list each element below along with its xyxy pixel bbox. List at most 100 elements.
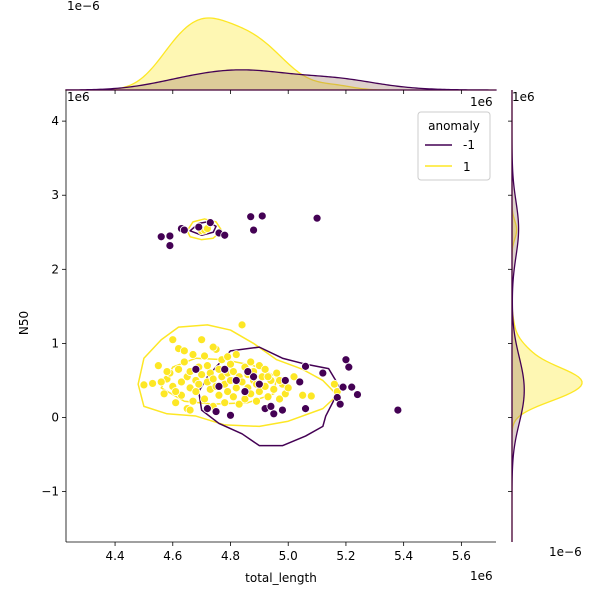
point-normal [159,389,169,399]
legend-title: anomaly [428,119,480,133]
point-outlier [257,211,267,221]
point-normal [174,364,183,374]
point-normal [263,392,273,402]
right-marginal-top-offset-text: 1e6 [512,90,535,104]
point-outlier [335,399,345,409]
point-outlier [205,218,215,228]
point-normal [329,379,339,389]
right-kde-outlier [511,90,525,542]
point-outlier [214,381,224,391]
x-axis-label: total_length [245,571,317,585]
point-outlier [231,376,241,385]
point-outlier [226,410,235,420]
right-marginal-kde [511,90,583,542]
point-outlier [249,225,258,235]
point-normal [162,367,172,376]
point-outlier [220,364,230,374]
point-normal [231,350,241,359]
top-marginal-offset-text: 1e−6 [67,0,100,13]
point-normal [263,372,273,382]
point-outlier [240,387,250,396]
point-normal [272,368,282,378]
point-outlier [295,377,305,387]
y-tick-label: −1 [41,485,59,499]
point-normal [298,390,308,400]
point-outlier [338,382,348,392]
y-tick-label: 0 [51,411,59,425]
point-normal [228,367,238,376]
point-normal [194,379,204,389]
point-outlier [344,362,354,372]
point-outlier [203,404,212,414]
y-axis-ticks: −1 0 1 2 3 4 [41,114,512,499]
point-normal [191,387,201,396]
point-normal [156,377,166,387]
point-normal [223,352,233,362]
x-tick-label: 4.8 [221,549,240,563]
point-normal [260,364,270,374]
point-normal [153,361,163,371]
point-outlier [220,230,230,240]
point-normal [214,390,224,400]
point-normal [139,380,149,390]
point-normal [228,392,238,402]
top-marginal-right-offset-text: 1e6 [470,95,493,109]
point-outlier [280,376,290,385]
x-tick-label: 5.6 [452,549,471,563]
legend: anomaly -1 1 [417,111,491,181]
point-normal [179,346,189,356]
main-axes: 4.4 4.6 4.8 5.0 5.2 5.4 5.6 −1 0 1 2 3 4 [41,90,512,563]
point-outlier [266,401,276,411]
point-normal [185,405,195,415]
point-normal [197,370,207,379]
point-outlier [393,405,403,415]
y-tick-label: 2 [51,262,59,276]
point-normal [306,391,316,401]
point-normal [171,387,181,396]
point-outlier [179,225,189,235]
point-outlier [301,361,310,371]
point-outlier [278,405,287,415]
point-outlier [165,241,175,251]
x-tick-label: 4.4 [106,549,125,563]
top-kde-outlier [65,69,497,91]
point-outlier [301,404,310,414]
point-normal [275,394,284,404]
y-offset-text: 1e6 [67,90,90,104]
point-normal [246,357,256,367]
point-normal [289,372,299,382]
point-normal [223,387,233,396]
point-normal [252,396,261,406]
y-axis-label: N50 [17,311,31,335]
point-normal [208,342,218,352]
point-outlier [246,212,256,222]
point-outlier [211,407,221,416]
point-normal [197,335,207,345]
point-outlier [341,355,351,365]
scatter-points [139,211,403,420]
y-tick-label: 4 [51,114,59,128]
point-outlier [318,368,328,378]
point-outlier [194,222,204,232]
legend-box [417,111,491,181]
y-tick-label: 1 [51,336,59,350]
point-normal [188,396,198,406]
point-normal [200,351,209,361]
right-marginal-offset-text: 1e−6 [549,545,582,559]
contour-normal-outer [137,324,339,428]
point-normal [203,361,212,371]
legend-label-outlier: -1 [463,138,475,152]
point-normal [148,379,157,388]
point-outlier [243,367,253,376]
point-outlier [269,409,279,419]
x-axis-ticks: 4.4 4.6 4.8 5.0 5.2 5.4 5.6 [106,90,471,563]
contour-outlier-main [198,346,341,447]
point-outlier [249,372,258,382]
point-normal [269,384,279,394]
point-outlier [347,382,357,392]
y-tick-label: 3 [51,188,59,202]
point-normal [208,374,218,384]
point-normal [179,357,189,367]
x-tick-label: 5.0 [279,549,298,563]
point-normal [171,398,181,408]
